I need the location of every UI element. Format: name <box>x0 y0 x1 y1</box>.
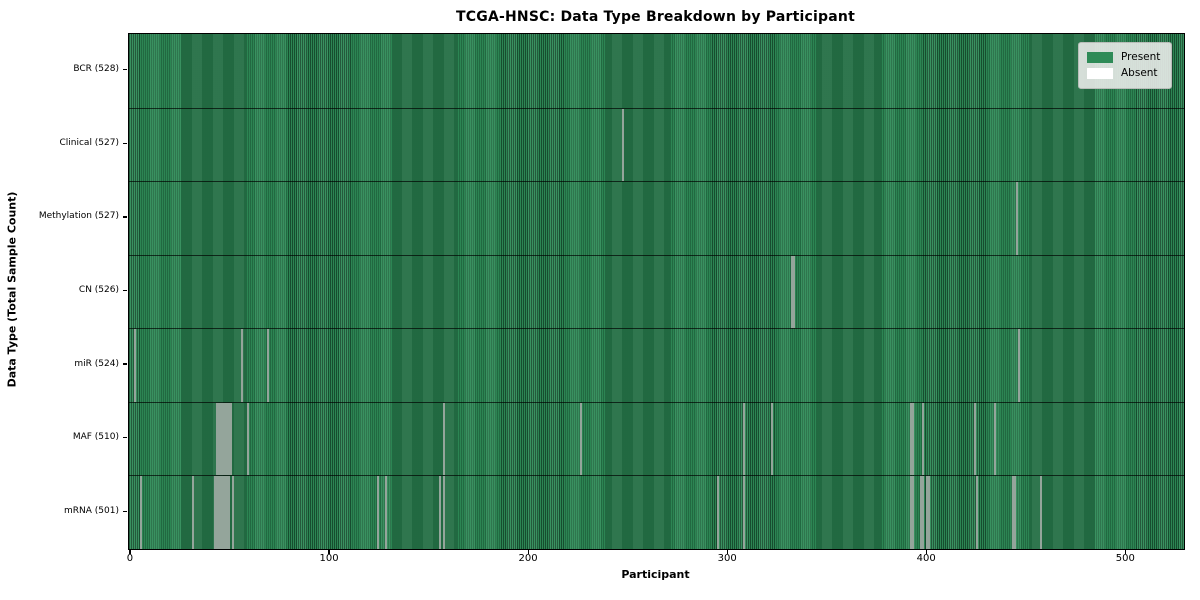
absent-gap <box>912 402 915 476</box>
y-tick-mark <box>123 437 127 439</box>
absent-gap <box>792 255 795 329</box>
absent-gap <box>191 476 194 549</box>
y-tick-mark <box>123 289 127 292</box>
absent-gap <box>221 476 224 549</box>
absent-gap <box>213 476 216 549</box>
legend-item-absent: Absent <box>1087 65 1163 81</box>
legend-label-absent: Absent <box>1121 67 1158 79</box>
absent-gap <box>221 402 224 476</box>
plot-area: Present Absent <box>128 33 1185 550</box>
absent-gap <box>229 402 232 476</box>
y-tick-mark <box>123 142 127 144</box>
absent-gap <box>247 402 250 476</box>
absent-gap <box>223 476 226 549</box>
absent-gap <box>215 402 218 476</box>
absent-gap <box>922 402 925 476</box>
absent-gap <box>910 402 913 476</box>
x-tick-mark <box>129 549 131 554</box>
absent-gap <box>231 476 234 549</box>
absent-gap <box>225 402 228 476</box>
y-tick-label-clinical: Clinical (527) <box>59 137 119 148</box>
absent-gap <box>219 476 222 549</box>
row-band-clinical <box>129 107 1184 182</box>
absent-gap <box>241 329 244 402</box>
x-tick-mark <box>328 549 330 554</box>
absent-gap <box>1011 476 1014 549</box>
x-tick-mark <box>1124 549 1126 554</box>
row-band-methylation <box>129 181 1184 255</box>
absent-swatch-icon <box>1087 67 1113 79</box>
absent-gap <box>139 476 142 549</box>
absent-gap <box>133 329 136 402</box>
legend-item-present: Present <box>1087 49 1163 65</box>
y-tick-label-mir: miR (524) <box>74 358 119 369</box>
absent-gap <box>993 402 996 476</box>
absent-gap <box>227 476 230 549</box>
row-band-mir <box>129 328 1184 402</box>
x-tick-mark <box>726 549 728 554</box>
absent-gap <box>770 402 773 476</box>
absent-gap <box>442 402 445 476</box>
absent-gap <box>973 402 976 476</box>
row-band-maf <box>129 401 1184 476</box>
absent-gap <box>217 476 220 549</box>
absent-gap <box>743 476 746 549</box>
x-tick-label: 500 <box>1115 553 1135 564</box>
y-tick-label-bcr: BCR (528) <box>73 64 119 75</box>
y-tick-label-mrna: mRNA (501) <box>64 505 119 516</box>
absent-gap <box>215 476 218 549</box>
absent-gap <box>267 329 270 402</box>
x-tick-label: 0 <box>126 553 134 564</box>
absent-gap <box>384 476 387 549</box>
x-tick-label: 200 <box>518 553 538 564</box>
row-band-bcr <box>129 34 1184 108</box>
x-tick-label: 400 <box>916 553 936 564</box>
absent-gap <box>227 402 230 476</box>
chart-title: TCGA-HNSC: Data Type Breakdown by Partic… <box>456 9 855 25</box>
absent-gap <box>717 476 720 549</box>
absent-gap <box>910 476 913 549</box>
absent-gap <box>223 402 226 476</box>
absent-gap <box>217 402 220 476</box>
absent-gap <box>1013 476 1016 549</box>
absent-gap <box>225 476 228 549</box>
row-band-mrna <box>129 475 1184 549</box>
absent-gap <box>920 476 923 549</box>
absent-gap <box>922 476 925 549</box>
legend-label-present: Present <box>1121 51 1161 63</box>
y-tick-mark <box>123 510 127 512</box>
x-tick-label: 100 <box>319 553 339 564</box>
absent-gap <box>438 476 441 549</box>
absent-gap <box>912 476 915 549</box>
row-band-cn <box>129 254 1184 329</box>
x-tick-label: 300 <box>717 553 737 564</box>
legend: Present Absent <box>1078 42 1172 89</box>
present-swatch-icon <box>1087 51 1113 63</box>
absent-gap <box>621 108 624 182</box>
absent-gap <box>1015 182 1018 255</box>
y-tick-label-methylation: Methylation (527) <box>38 211 119 222</box>
y-tick-mark <box>123 69 127 71</box>
y-tick-label-maf: MAF (510) <box>72 432 119 443</box>
absent-gap <box>790 255 793 329</box>
x-tick-mark <box>527 549 529 554</box>
absent-gap <box>1039 476 1042 549</box>
absent-gap <box>579 402 582 476</box>
absent-gap <box>926 476 929 549</box>
absent-gap <box>743 402 746 476</box>
y-tick-mark <box>123 363 127 365</box>
y-tick-mark <box>123 216 127 218</box>
x-tick-mark <box>925 549 927 554</box>
absent-gap <box>376 476 379 549</box>
y-tick-label-cn: CN (526) <box>78 285 119 295</box>
absent-gap <box>442 476 445 549</box>
x-axis-title: Participant <box>621 568 690 581</box>
absent-gap <box>975 476 978 549</box>
absent-gap <box>219 402 222 476</box>
absent-gap <box>928 476 931 549</box>
absent-gap <box>1017 329 1020 402</box>
